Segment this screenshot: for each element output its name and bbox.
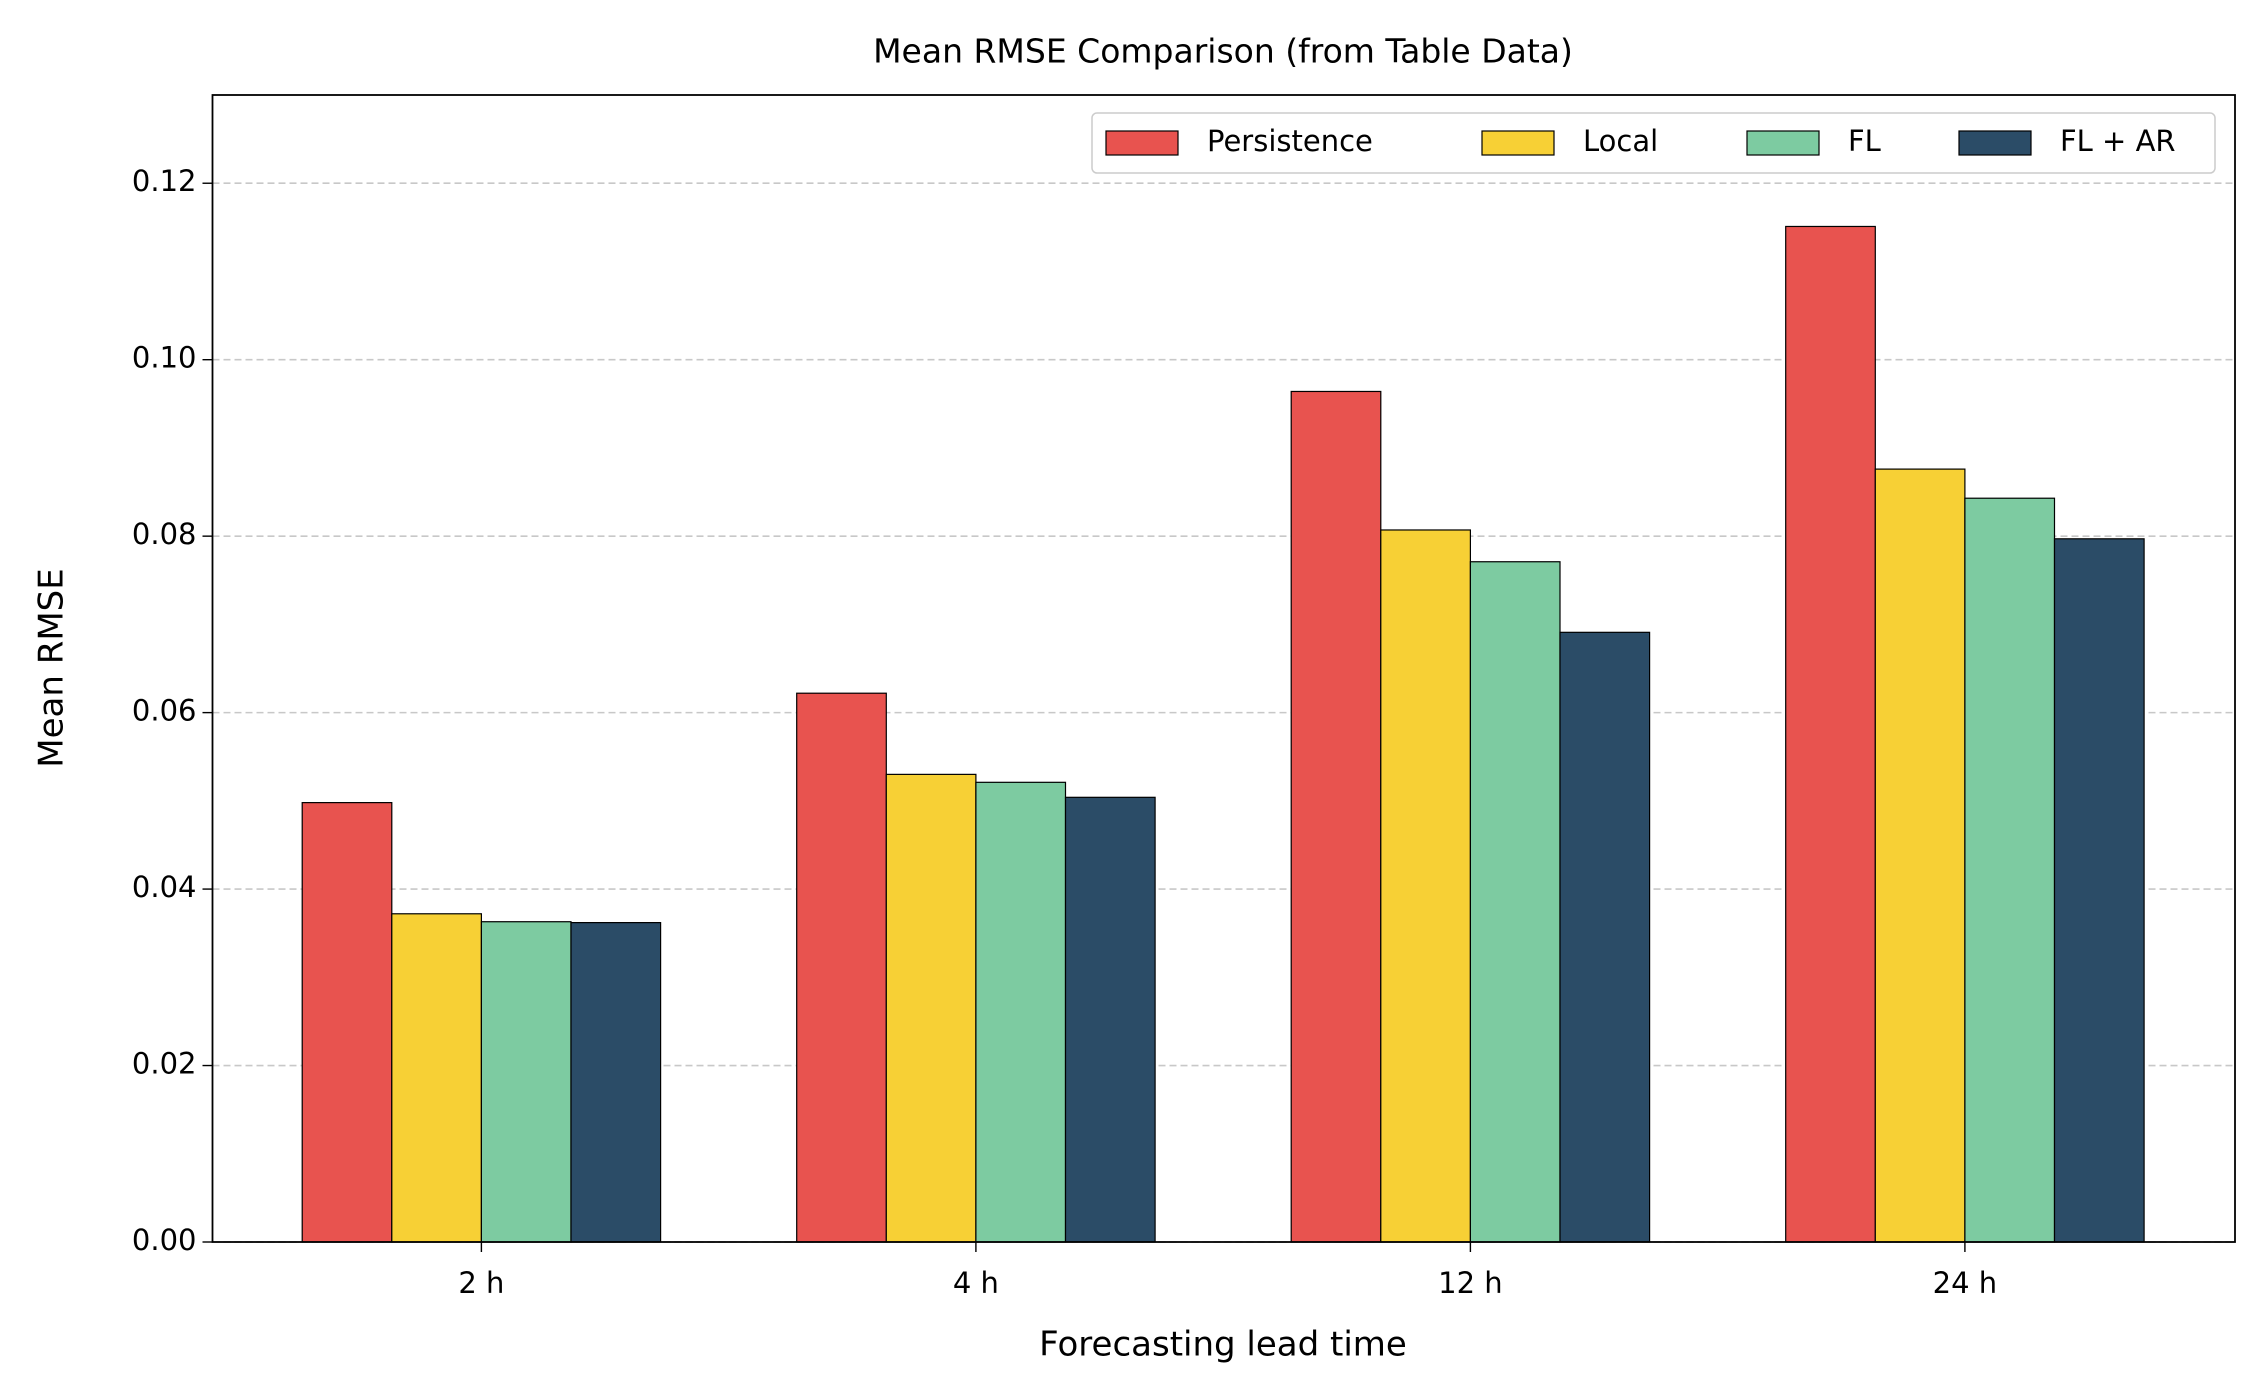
- bar: [796, 692, 887, 1243]
- y-tick-label: 0.12: [132, 164, 197, 198]
- x-tick-label: 12 h: [1438, 1266, 1503, 1300]
- y-tick-label: 0.10: [132, 341, 197, 375]
- legend-label: FL + AR: [2060, 124, 2176, 158]
- legend-label: FL: [1848, 124, 1881, 158]
- bar: [1785, 225, 1876, 1243]
- bar: [1964, 497, 2056, 1243]
- y-tick-label: 0.00: [132, 1223, 197, 1257]
- x-axis-label: Forecasting lead time: [1039, 1325, 1407, 1365]
- legend: Persistence Local FL FL + AR: [1091, 112, 2216, 174]
- bar: [975, 781, 1067, 1243]
- legend-swatch: [1958, 130, 2032, 156]
- legend-label: Local: [1583, 124, 1658, 158]
- plot-frame: [211, 94, 2236, 1243]
- legend-swatch: [1105, 130, 1179, 156]
- chart-title: Mean RMSE Comparison (from Table Data): [873, 32, 1573, 71]
- legend-swatch: [1746, 130, 1820, 156]
- bar: [885, 773, 977, 1243]
- y-tick-label: 0.02: [132, 1047, 197, 1081]
- bar: [1559, 631, 1651, 1243]
- bar: [570, 922, 662, 1243]
- bar: [391, 913, 482, 1243]
- legend-box: [1091, 112, 2216, 174]
- x-tick-label: 24 h: [1933, 1266, 1998, 1300]
- legend-swatch: [1481, 130, 1555, 156]
- y-axis-label: Mean RMSE: [32, 568, 72, 767]
- bar: [1290, 390, 1382, 1243]
- bar: [480, 921, 572, 1243]
- x-tick-label: 2 h: [458, 1266, 504, 1300]
- y-tick-label: 0.04: [132, 870, 197, 904]
- bar: [1469, 561, 1561, 1243]
- legend-label: Persistence: [1207, 124, 1373, 158]
- x-tick-label: 4 h: [953, 1266, 999, 1300]
- bar: [1874, 468, 1966, 1243]
- bar: [1380, 529, 1472, 1243]
- bar: [2053, 538, 2145, 1243]
- bar: [301, 802, 393, 1243]
- y-tick-label: 0.06: [132, 694, 197, 728]
- bar: [1064, 796, 1156, 1243]
- y-tick-label: 0.08: [132, 517, 197, 551]
